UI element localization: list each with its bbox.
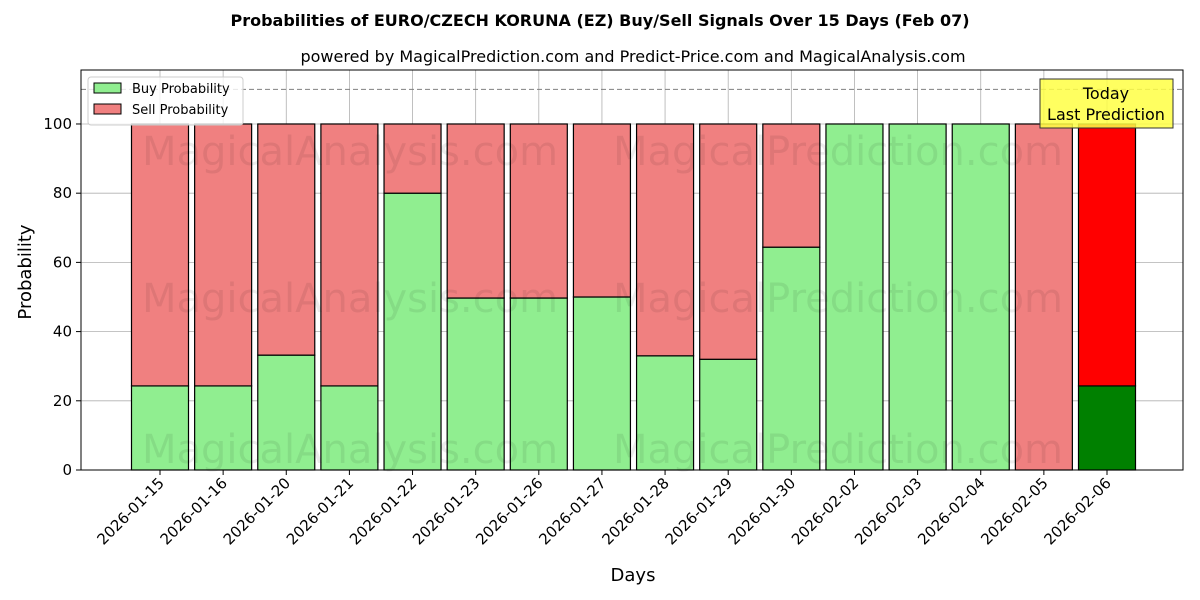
annotation-line-1: Today <box>1082 84 1129 103</box>
bar-buy <box>194 385 253 471</box>
bar-group <box>130 123 190 471</box>
bar-buy <box>825 123 884 471</box>
x-tick-label: 2026-01-27 <box>535 474 609 548</box>
bar-group <box>383 123 442 471</box>
bar-buy <box>446 297 505 471</box>
bar-buy <box>951 123 1010 471</box>
today-annotation: Today Last Prediction <box>1039 78 1174 129</box>
bar-buy <box>509 297 568 471</box>
x-tick-label: 2026-01-30 <box>725 474 799 548</box>
watermarks: MagicalAnalysis.com MagicalPrediction.com… <box>142 129 1063 473</box>
bar-sell <box>635 123 695 357</box>
x-tick-label: 2026-02-04 <box>914 474 988 548</box>
bar-group <box>572 123 632 471</box>
legend-swatch-sell <box>93 103 122 115</box>
bar-buy <box>699 358 758 471</box>
y-axis-label: Probability <box>15 224 36 319</box>
x-tick-label: 2026-02-02 <box>788 474 862 548</box>
bar-sell <box>699 123 758 360</box>
bar-buy <box>572 296 632 471</box>
plot-frame <box>80 69 1184 471</box>
bar-group <box>825 123 884 471</box>
x-tick-label: 2026-01-20 <box>220 474 294 548</box>
bars <box>130 123 1137 471</box>
x-tick-label: 2026-01-29 <box>662 474 736 548</box>
bar-group <box>1014 123 1073 471</box>
watermark-text: MagicalAnalysis.com <box>142 427 558 473</box>
x-tick-label: 2026-02-03 <box>851 474 925 548</box>
x-tick-label: 2026-01-21 <box>283 474 357 548</box>
x-tick-label: 2026-01-23 <box>409 474 483 548</box>
bar-group <box>888 123 947 471</box>
watermark-text: MagicalAnalysis.com <box>142 276 558 322</box>
bar-sell <box>572 123 632 298</box>
y-tick-label: 60 <box>53 253 72 271</box>
bar-group <box>257 123 316 471</box>
y-axis: 0 20 40 60 80 100 <box>43 115 81 479</box>
bar-buy <box>762 246 821 471</box>
bar-buy <box>1077 385 1137 471</box>
watermark-text: MagicalAnalysis.com <box>142 129 558 175</box>
bar-group <box>699 123 758 471</box>
y-tick-label: 20 <box>53 392 72 410</box>
bar-group <box>509 123 568 471</box>
bar-group <box>762 123 821 471</box>
bar-group <box>635 123 695 471</box>
bar-buy <box>383 192 442 471</box>
bar-group <box>951 123 1010 471</box>
bar-sell <box>1014 123 1073 471</box>
legend-swatch-buy <box>93 82 122 94</box>
chart-subtitle: powered by MagicalPrediction.com and Pre… <box>300 47 965 66</box>
legend-box <box>87 76 244 126</box>
y-tick-label: 40 <box>53 323 72 341</box>
y-tick-label: 0 <box>62 461 72 479</box>
bar-sell <box>383 123 442 194</box>
bar-sell <box>509 123 568 299</box>
bar-group <box>320 123 379 471</box>
x-axis: 2026-01-152026-01-162026-01-202026-01-21… <box>93 470 1115 548</box>
bar-sell <box>130 123 190 387</box>
x-tick-label: 2026-01-28 <box>599 474 673 548</box>
legend-label-sell: Sell Probability <box>132 103 229 118</box>
bar-group <box>1077 123 1137 471</box>
x-tick-label: 2026-01-22 <box>346 474 420 548</box>
x-tick-label: 2026-01-15 <box>93 474 167 548</box>
bar-sell <box>320 123 379 387</box>
y-tick-label: 80 <box>53 184 72 202</box>
x-tick-label: 2026-01-26 <box>472 474 546 548</box>
watermark-text: MagicalPrediction.com <box>613 129 1063 175</box>
bar-buy <box>888 123 947 471</box>
x-tick-label: 2026-02-05 <box>977 474 1051 548</box>
annotation-box <box>1039 78 1174 129</box>
bar-sell <box>762 123 821 248</box>
chart-title: Probabilities of EURO/CZECH KORUNA (EZ) … <box>230 11 969 30</box>
legend-label-buy: Buy Probability <box>132 82 230 97</box>
x-tick-label: 2026-02-06 <box>1040 474 1114 548</box>
bar-sell <box>446 123 505 299</box>
bar-sell <box>1077 123 1137 387</box>
bar-buy <box>257 354 316 471</box>
annotation-line-2: Last Prediction <box>1047 105 1165 124</box>
watermark-text: MagicalPrediction.com <box>613 427 1063 473</box>
bar-group <box>446 123 505 471</box>
legend: Buy Probability Sell Probability <box>87 76 244 126</box>
y-tick-label: 100 <box>43 115 72 133</box>
bar-buy <box>635 355 695 471</box>
x-tick-label: 2026-01-16 <box>157 474 231 548</box>
x-axis-label: Days <box>611 565 656 586</box>
bar-sell <box>257 123 316 356</box>
watermark-text: MagicalPrediction.com <box>613 276 1063 322</box>
